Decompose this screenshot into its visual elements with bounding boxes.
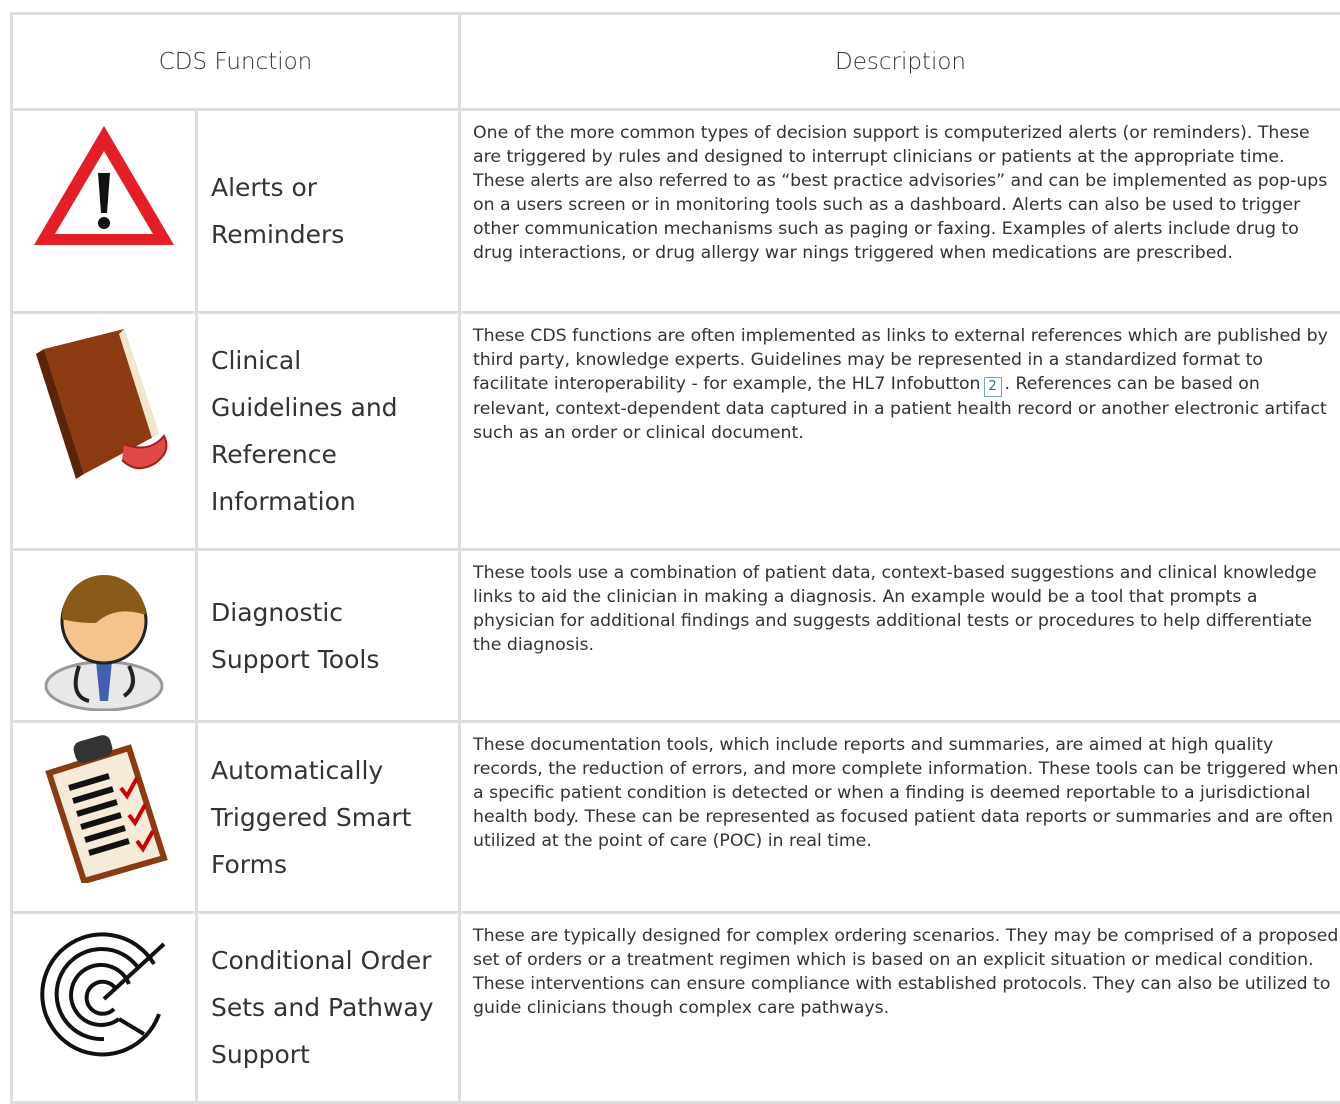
description-cell: These tools use a combination of patient… xyxy=(460,550,1340,722)
warning-icon xyxy=(29,121,179,251)
description-cell: These CDS functions are often implemente… xyxy=(460,313,1340,550)
function-line: Support xyxy=(211,1031,458,1078)
function-line: Diagnostic xyxy=(211,589,458,636)
function-line: Clinical xyxy=(211,337,458,384)
description-cell: These are typically designed for complex… xyxy=(460,913,1340,1103)
header-cell: CDS Function xyxy=(12,14,460,110)
description-cell: One of the more common types of decision… xyxy=(460,110,1340,313)
function-line: Alerts or xyxy=(211,164,458,211)
function-line: Reference xyxy=(211,431,458,478)
header-cell: Description xyxy=(460,14,1340,110)
function-line: Triggered Smart xyxy=(211,794,458,841)
function-line: Guidelines and xyxy=(211,384,458,431)
description: One of the more common types of decision… xyxy=(473,123,1327,263)
function-line: Information xyxy=(211,478,458,525)
function-line: Forms xyxy=(211,841,458,888)
description: These tools use a combination of patient… xyxy=(473,563,1317,655)
header-row: CDS Function Description xyxy=(12,14,1340,110)
checklist-icon xyxy=(39,733,169,883)
function-line: Sets and Pathway xyxy=(211,984,458,1031)
icon-cell xyxy=(12,913,197,1103)
function-line: Conditional Order xyxy=(211,937,458,984)
maze-icon xyxy=(34,924,174,1064)
book-icon xyxy=(24,324,184,484)
icon-cell xyxy=(12,313,197,550)
footnote-link[interactable]: 2 xyxy=(984,377,1002,397)
function-line: Reminders xyxy=(211,211,458,258)
description: These are typically designed for complex… xyxy=(473,926,1338,1018)
description-cell: These documentation tools, which include… xyxy=(460,722,1340,913)
icon-cell xyxy=(12,722,197,913)
function-line: Automatically xyxy=(211,747,458,794)
description: These documentation tools, which include… xyxy=(473,735,1338,851)
icon-cell xyxy=(12,550,197,722)
function-line: Support Tools xyxy=(211,636,458,683)
doctor-icon xyxy=(34,561,174,711)
icon-cell xyxy=(12,110,197,313)
